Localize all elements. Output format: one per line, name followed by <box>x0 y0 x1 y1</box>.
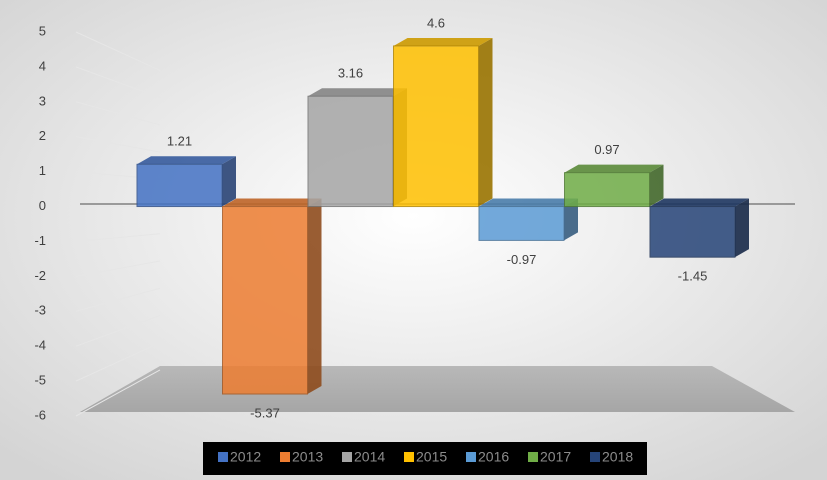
y-tick-label: -6 <box>34 407 46 422</box>
bar-top <box>650 198 749 207</box>
grid-line <box>75 342 161 382</box>
grid-line <box>75 260 161 277</box>
y-tick-label: -5 <box>34 373 46 388</box>
legend-swatch <box>528 452 538 462</box>
bar-side <box>222 156 236 207</box>
legend-label: 2012 <box>230 449 261 465</box>
legend-label: 2014 <box>354 449 385 465</box>
grid-line <box>75 233 161 242</box>
bar-top <box>137 156 236 165</box>
bar <box>393 45 479 208</box>
legend-swatch <box>590 452 600 462</box>
bar-top <box>222 198 322 207</box>
legend-swatch <box>342 452 352 462</box>
y-tick-label: 2 <box>39 128 46 143</box>
data-label: 1.21 <box>167 134 192 149</box>
legend-swatch <box>404 452 414 462</box>
legend-box <box>203 442 647 475</box>
bar-side <box>307 198 322 395</box>
data-label: 3.16 <box>338 66 363 81</box>
grid-line <box>75 136 161 153</box>
legend-label: 2017 <box>540 449 571 465</box>
bar <box>478 206 565 241</box>
legend-swatch <box>280 452 290 462</box>
legend-swatch <box>466 452 476 462</box>
y-tick-label: 1 <box>39 163 46 178</box>
y-tick-label: 5 <box>39 23 46 38</box>
legend-swatch <box>218 452 228 462</box>
data-label: 0.97 <box>594 142 619 157</box>
grid-line <box>75 369 161 417</box>
grid-line <box>75 31 161 71</box>
y-tick-label: -3 <box>34 303 46 318</box>
data-label: -5.37 <box>250 405 280 420</box>
bar-top <box>308 88 407 97</box>
bar <box>307 95 394 208</box>
data-label: 4.6 <box>427 15 445 30</box>
grid-line <box>75 314 161 347</box>
grid-line <box>75 287 161 312</box>
legend-label: 2016 <box>478 449 509 465</box>
floor <box>80 366 795 412</box>
y-tick-label: -4 <box>34 338 46 353</box>
bar-side <box>478 37 493 207</box>
bar-top <box>393 37 493 46</box>
y-tick-label: 3 <box>39 93 46 108</box>
bar <box>564 172 650 208</box>
legend-label: 2015 <box>416 449 447 465</box>
bar-side <box>564 198 578 241</box>
data-label: -1.45 <box>678 269 708 284</box>
y-tick-label: 0 <box>39 198 46 213</box>
legend-label: 2013 <box>292 449 323 465</box>
bar-top <box>564 164 664 173</box>
y-tick-label: 4 <box>39 58 46 73</box>
grid-line <box>75 101 161 126</box>
bar <box>649 206 736 258</box>
bar-side <box>649 164 664 207</box>
data-label: -0.97 <box>507 252 537 267</box>
y-tick-label: -1 <box>34 233 46 248</box>
bar <box>222 206 308 395</box>
bar-side <box>735 198 749 258</box>
legend-label: 2018 <box>602 449 633 465</box>
bar <box>136 163 223 208</box>
legend: 2012 2013 2014 2015 2016 2017 2018 <box>218 449 633 465</box>
y-tick-label: -2 <box>34 268 46 283</box>
bar-top <box>479 198 578 207</box>
grid-line <box>75 66 161 99</box>
